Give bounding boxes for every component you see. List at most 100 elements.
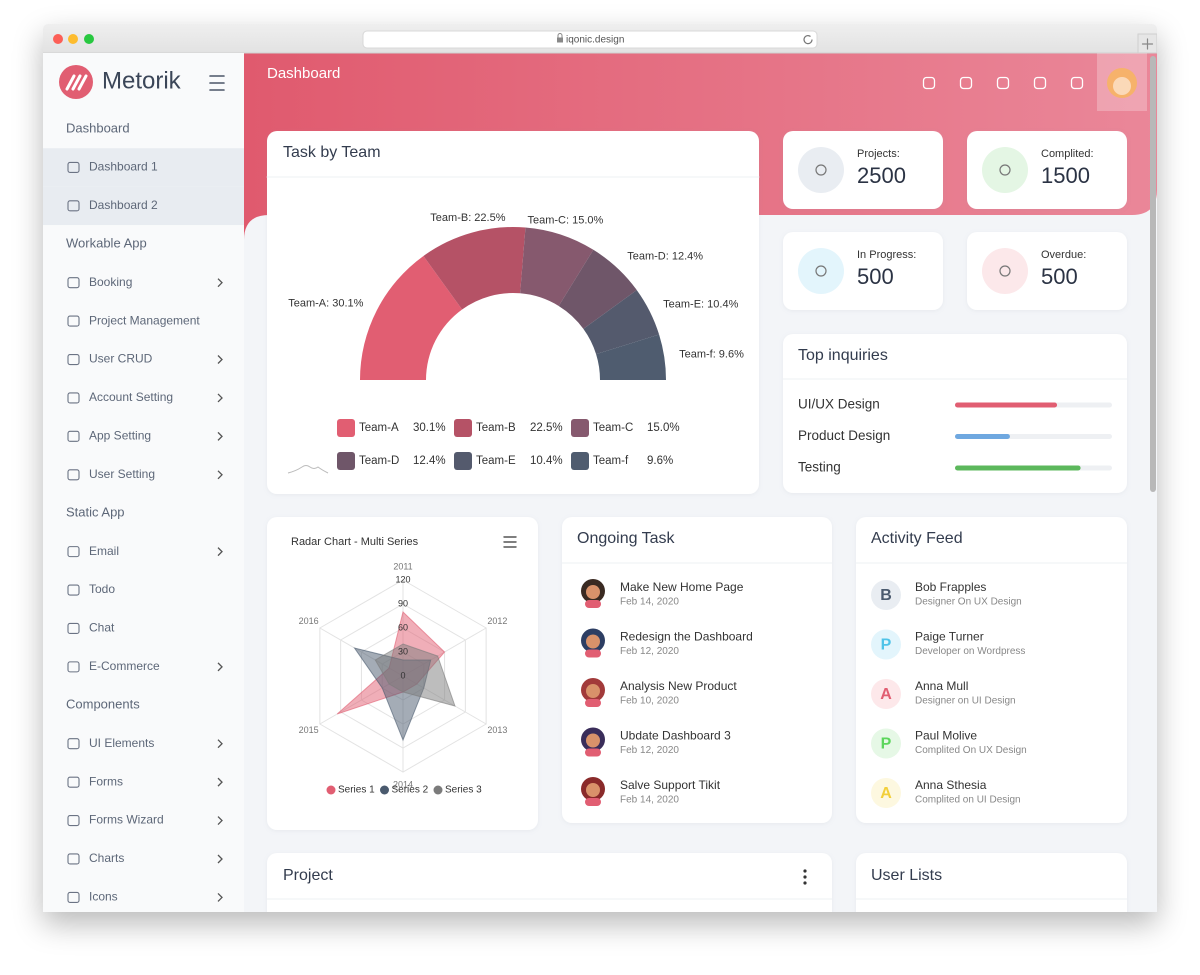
legend-value: 22.5% [530,422,563,434]
data-label: Team-C: 15.0% [528,214,604,226]
donut-segment [423,227,526,310]
stat-label: Overdue: [1041,249,1086,261]
task-name[interactable]: Salve Support Tikit [620,778,721,792]
legend-value: 12.4% [413,455,446,467]
sidebar-icon [67,161,80,173]
sidebar-icon [67,430,80,442]
activity-initial: P [881,736,892,753]
legend-label: Team-D [359,455,399,467]
donut-segment [596,334,666,380]
stat-label: Complited: [1041,148,1094,160]
browser-window: iqonic.design Metorik Dashboard Dashboard 1… [43,24,1157,912]
inquiry-label: Product Design [798,428,890,443]
sidebar-item[interactable]: Project Management [89,313,200,327]
sidebar-item[interactable]: E-Commerce [89,659,160,673]
r-tick-label: 90 [398,598,408,608]
progress-bar [955,402,1058,408]
sidebar-section-title: Workable App [66,236,147,251]
legend-swatch [454,452,472,470]
axis-label: 2016 [299,616,319,626]
stat-icon-glyph [999,164,1011,176]
chevron [217,892,223,902]
donut-segment [558,249,637,329]
task-name[interactable]: Analysis New Product [620,679,737,693]
task-date: Feb 14, 2020 [620,597,679,608]
task-date: Feb 10, 2020 [620,696,679,707]
card-title: Top inquiries [798,347,888,364]
sidebar-item[interactable]: Booking [89,275,132,289]
sidebar-section-title: Components [66,697,140,712]
activity-avatar [871,679,901,709]
header-icon[interactable] [1070,76,1084,90]
sidebar-item[interactable]: App Setting [89,429,151,443]
inquiries-card [783,334,1127,493]
task-name[interactable]: Redesign the Dashboard [620,630,753,644]
active-item-background [43,186,244,226]
chevron [217,278,223,288]
task-avatar-body [585,748,601,757]
r-tick-label: 60 [398,622,408,632]
kebab-menu[interactable] [803,875,807,879]
task-date: Feb 12, 2020 [620,646,679,657]
sidebar-item[interactable]: Forms [89,774,123,788]
stat-icon [798,147,844,193]
data-label: Team-D: 12.4% [627,251,703,263]
kebab-menu[interactable] [803,881,807,885]
header-icon[interactable] [959,76,973,90]
sidebar-item[interactable]: Forms Wizard [89,813,164,827]
sidebar-icon [67,277,80,289]
sidebar-item[interactable]: Account Setting [89,390,173,404]
sidebar-item[interactable]: UI Elements [89,736,154,750]
scrollbar[interactable] [1150,56,1156,492]
chevron [217,470,223,480]
window-button[interactable] [53,34,63,44]
legend-swatch [337,419,355,437]
activity-initial: A [880,686,892,703]
sidebar-icon [67,661,80,673]
task-avatar-body [585,798,601,806]
legend-value: 10.4% [530,455,563,467]
axis-label: 2012 [487,616,507,626]
sidebar-icon [67,200,80,212]
header-icon[interactable] [1033,76,1047,90]
window-button[interactable] [68,34,78,44]
window-button[interactable] [84,34,94,44]
activity-name: Anna Sthesia [915,778,987,792]
sidebar-item[interactable]: Todo [89,582,115,596]
sidebar-item[interactable]: Icons [89,890,118,904]
stat-label: In Progress: [857,249,916,261]
task-avatar-face [586,733,600,748]
chevron [217,777,223,787]
sidebar-item[interactable]: Dashboard 2 [89,198,158,212]
donut-segment [583,290,660,355]
sidebar-item[interactable]: Charts [89,851,124,865]
sidebar-item[interactable]: User CRUD [89,352,153,366]
sidebar-item[interactable]: Email [89,544,119,558]
axis-label: 2013 [487,725,507,735]
task-avatar-face [586,783,600,797]
legend-label: Series 1 [338,785,375,796]
task-name[interactable]: Make New Home Page [620,580,744,594]
url-bar[interactable] [362,30,818,49]
header-icon[interactable] [996,76,1010,90]
stat-icon-glyph [999,265,1011,277]
sidebar-icon [67,891,80,903]
chevron [217,662,223,672]
sidebar-item[interactable]: Chat [89,621,115,635]
reload-icon[interactable] [803,35,813,45]
header-icon[interactable] [922,76,936,90]
sidebar-item[interactable]: Dashboard 1 [89,160,158,174]
data-label: Team-E: 10.4% [663,299,738,311]
sidebar-icon [67,392,80,404]
legend-value: 30.1% [413,422,446,434]
chevron [217,739,223,749]
sidebar-item[interactable]: User Setting [89,467,155,481]
inquiry-label: UI/UX Design [798,397,880,412]
progress-bar [955,434,1010,439]
task-avatar-body [585,649,601,658]
task-name[interactable]: Ubdate Dashboard 3 [620,729,731,743]
radar-area [374,643,456,707]
kebab-menu[interactable] [803,869,807,873]
activity-initial: A [880,785,892,802]
task-avatar-body [585,699,601,707]
